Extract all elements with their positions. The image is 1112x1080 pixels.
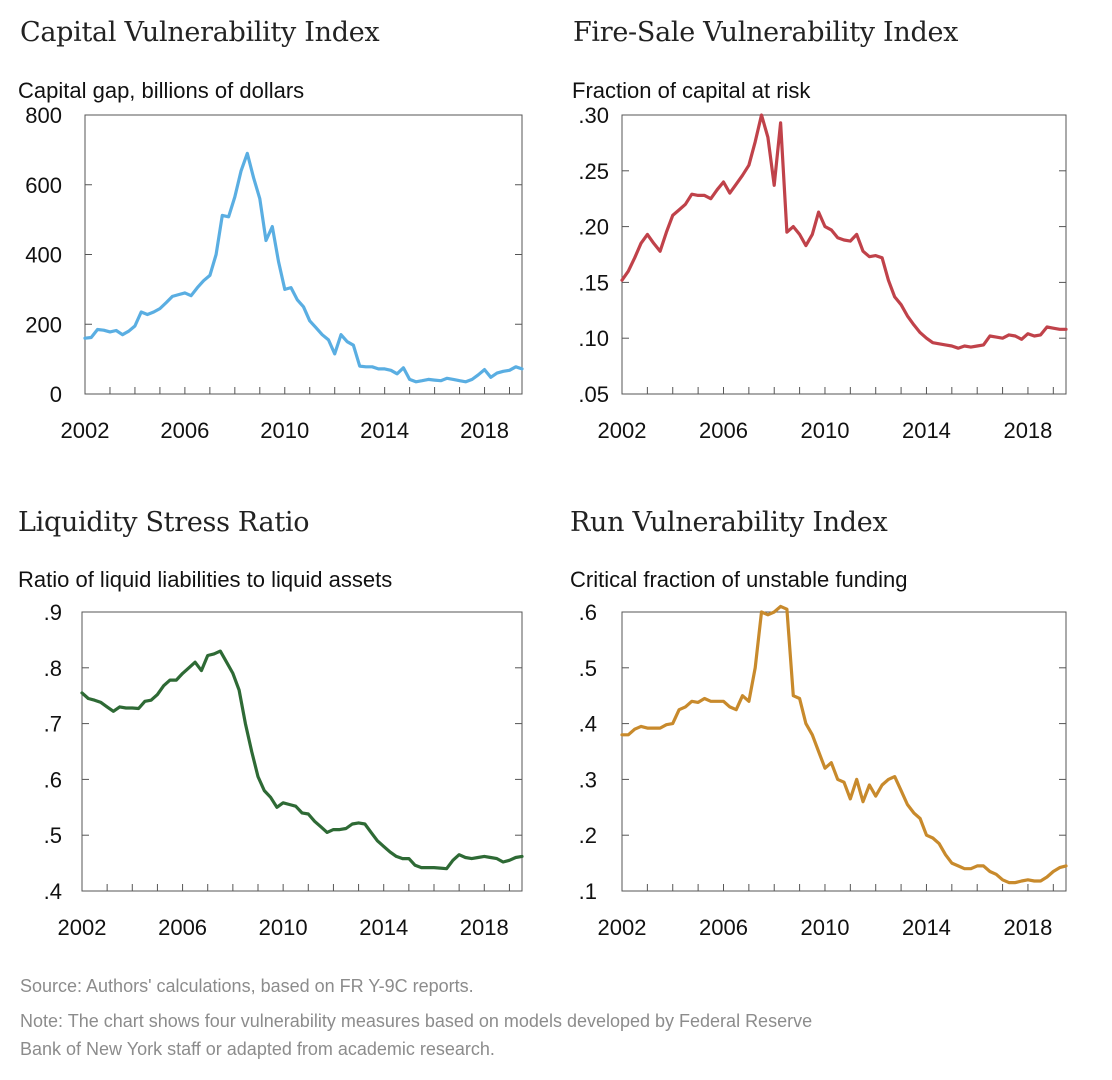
y-tick-label-liquidity: .9 — [44, 600, 62, 625]
y-tick-label-run: .4 — [579, 712, 597, 737]
x-tick-label-capital: 2002 — [61, 418, 110, 443]
x-tick-label-run: 2018 — [1003, 915, 1052, 940]
y-tick-label-run: .5 — [579, 656, 597, 681]
x-tick-label-run: 2006 — [699, 915, 748, 940]
panel-title-liquidity: Liquidity Stress Ratio — [18, 507, 310, 538]
y-tick-label-liquidity: .7 — [44, 712, 62, 737]
x-tick-label-liquidity: 2006 — [158, 915, 207, 940]
plot-frame-capital — [84, 114, 523, 395]
x-tick-label-firesale: 2002 — [598, 418, 647, 443]
x-tick-label-capital: 2010 — [260, 418, 309, 443]
chart-firesale: .05 .10 .15 .20 .25 .30 2002 2006 2010 2014 2018 — [578, 103, 1068, 443]
chart-run: .1 .2 .3 .4 .5 .6 2002 2006 2010 2014 2018 — [579, 600, 1068, 940]
plot-frame-liquidity — [81, 611, 523, 892]
y-tick-label-firesale: .30 — [578, 103, 609, 128]
plot-frame-firesale — [621, 114, 1067, 395]
x-tick-label-run: 2002 — [598, 915, 647, 940]
chart-capital: 0 200 400 600 800 2002 2006 2010 2014 2018 — [25, 103, 524, 443]
y-tick-label-firesale: .05 — [578, 382, 609, 407]
y-tick-label-capital: 400 — [25, 243, 62, 268]
panel-subtitle-liquidity: Ratio of liquid liabilities to liquid as… — [18, 567, 393, 592]
y-tick-label-firesale: .25 — [578, 159, 609, 184]
y-tick-label-firesale: .15 — [578, 270, 609, 295]
y-tick-label-capital: 200 — [25, 312, 62, 337]
footer-note-line-1: Note: The chart shows four vulnerability… — [20, 1011, 813, 1031]
y-tick-label-run: .3 — [579, 767, 597, 792]
y-tick-label-run: .6 — [579, 600, 597, 625]
y-tick-label-run: .1 — [579, 879, 597, 904]
panel-title-capital: Capital Vulnerability Index — [20, 17, 380, 48]
y-tick-label-liquidity: .4 — [44, 879, 62, 904]
footer-note-line-2: Bank of New York staff or adapted from a… — [20, 1039, 495, 1059]
x-tick-label-liquidity: 2010 — [259, 915, 308, 940]
y-tick-label-firesale: .20 — [578, 215, 609, 240]
plot-frame-run — [621, 611, 1067, 892]
panel-title-firesale: Fire-Sale Vulnerability Index — [573, 17, 959, 48]
x-tick-label-firesale: 2006 — [699, 418, 748, 443]
y-tick-label-capital: 0 — [50, 382, 62, 407]
panel-subtitle-run: Critical fraction of unstable funding — [570, 567, 908, 592]
x-tick-label-run: 2010 — [800, 915, 849, 940]
x-tick-label-capital: 2018 — [460, 418, 509, 443]
series-line-run — [620, 604, 1068, 885]
x-tick-label-liquidity: 2018 — [460, 915, 509, 940]
footer-source: Source: Authors' calculations, based on … — [20, 976, 474, 996]
x-tick-label-liquidity: 2014 — [359, 915, 408, 940]
panel-subtitle-firesale: Fraction of capital at risk — [572, 78, 811, 103]
x-tick-label-firesale: 2018 — [1003, 418, 1052, 443]
series-line-liquidity — [80, 649, 524, 871]
y-tick-label-firesale: .10 — [578, 326, 609, 351]
y-tick-label-capital: 600 — [25, 173, 62, 198]
series-line-firesale — [620, 113, 1068, 350]
x-tick-label-liquidity: 2002 — [58, 915, 107, 940]
x-tick-label-firesale: 2010 — [800, 418, 849, 443]
x-tick-label-capital: 2014 — [360, 418, 409, 443]
x-tick-label-firesale: 2014 — [902, 418, 951, 443]
chart-liquidity: .4 .5 .6 .7 .8 .9 2002 2006 2010 2014 2018 — [44, 600, 524, 940]
x-tick-label-capital: 2006 — [160, 418, 209, 443]
y-tick-label-capital: 800 — [25, 103, 62, 128]
y-tick-label-run: .2 — [579, 823, 597, 848]
x-tick-label-run: 2014 — [902, 915, 951, 940]
y-tick-label-liquidity: .6 — [44, 767, 62, 792]
panel-title-run: Run Vulnerability Index — [570, 507, 888, 538]
y-tick-label-liquidity: .5 — [44, 823, 62, 848]
panel-subtitle-capital: Capital gap, billions of dollars — [18, 78, 305, 103]
y-tick-label-liquidity: .8 — [44, 656, 62, 681]
series-line-capital — [83, 151, 524, 384]
